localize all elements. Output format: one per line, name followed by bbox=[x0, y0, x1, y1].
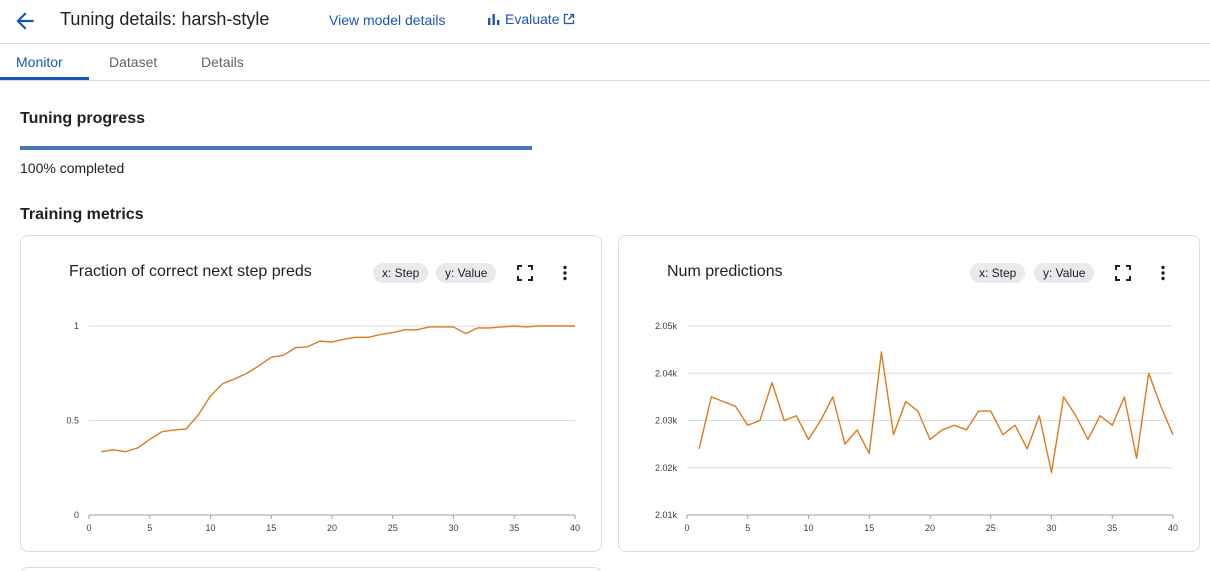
tab-details[interactable]: Details bbox=[201, 54, 244, 70]
x-tick-label: 20 bbox=[327, 523, 337, 533]
x-tick-label: 10 bbox=[205, 523, 215, 533]
x-tick-label: 30 bbox=[448, 523, 458, 533]
fullscreen-icon[interactable] bbox=[516, 264, 534, 282]
tab-bar: Monitor Dataset Details bbox=[0, 44, 1210, 81]
x-tick-label: 20 bbox=[925, 523, 935, 533]
header: Tuning details: harsh-style View model d… bbox=[0, 0, 1210, 44]
open-in-new-icon bbox=[564, 13, 575, 25]
series-line bbox=[101, 325, 575, 453]
page-title: Tuning details: harsh-style bbox=[60, 9, 270, 29]
more-vert-icon[interactable] bbox=[1154, 264, 1172, 282]
y-axis-chip[interactable]: y: Value bbox=[1034, 263, 1095, 283]
x-tick-label: 30 bbox=[1046, 523, 1056, 533]
tuning-progress-title: Tuning progress bbox=[20, 110, 146, 127]
chart-correct-next-step-preds: 00.510 5 10 15 20 25 30 35 40 bbox=[66, 321, 580, 533]
x-tick-label: 0 bbox=[86, 523, 91, 533]
arrow-back-icon[interactable] bbox=[12, 8, 38, 34]
evaluate-label: Evaluate bbox=[505, 11, 560, 27]
view-model-details-link[interactable]: View model details bbox=[329, 12, 446, 28]
metric-card-num-predictions: Num predictions x: Step y: Value 2.01k 2.… bbox=[618, 235, 1200, 552]
evaluate-link[interactable]: Evaluate bbox=[487, 11, 575, 27]
more-vert-icon[interactable] bbox=[556, 264, 574, 282]
x-tick-label: 5 bbox=[147, 523, 152, 533]
metric-card-correct-preds: Fraction of correct next step preds x: S… bbox=[20, 235, 602, 552]
chart-title: Fraction of correct next step preds bbox=[69, 263, 312, 280]
y-tick-label: 2.03k bbox=[655, 416, 678, 426]
x-axis-chip[interactable]: x: Step bbox=[373, 263, 429, 283]
progress-status-text: 100% completed bbox=[20, 160, 125, 176]
y-tick-label: 2.01k bbox=[655, 510, 678, 520]
y-axis-chip[interactable]: y: Value bbox=[436, 263, 497, 283]
x-tick-label: 10 bbox=[803, 523, 813, 533]
x-axis-chip[interactable]: x: Step bbox=[970, 263, 1026, 283]
fullscreen-icon[interactable] bbox=[1114, 264, 1132, 282]
x-tick-label: 0 bbox=[684, 523, 689, 533]
x-tick-label: 40 bbox=[1168, 523, 1178, 533]
y-tick-label: 2.05k bbox=[655, 321, 678, 331]
x-tick-label: 15 bbox=[266, 523, 276, 533]
y-tick-label: 2.04k bbox=[655, 368, 678, 378]
x-tick-label: 35 bbox=[1107, 523, 1117, 533]
x-tick-label: 35 bbox=[509, 523, 519, 533]
x-tick-label: 25 bbox=[388, 523, 398, 533]
y-tick-label: 1 bbox=[74, 321, 79, 331]
x-tick-label: 5 bbox=[745, 523, 750, 533]
y-tick-label: 2.02k bbox=[655, 463, 678, 473]
tuning-progress-fill bbox=[20, 146, 532, 150]
tuning-progress-bar bbox=[20, 146, 532, 150]
tab-dataset[interactable]: Dataset bbox=[109, 54, 158, 70]
x-tick-label: 40 bbox=[570, 523, 580, 533]
chart-title: Num predictions bbox=[667, 263, 783, 280]
bar-chart-icon bbox=[488, 14, 500, 25]
active-tab-indicator bbox=[0, 77, 89, 80]
y-tick-label: 0 bbox=[74, 510, 79, 520]
training-metrics-title: Training metrics bbox=[20, 206, 144, 223]
tab-monitor[interactable]: Monitor bbox=[16, 54, 63, 70]
x-tick-label: 15 bbox=[864, 523, 874, 533]
chart-num-predictions: 2.01k 2.02k 2.03k 2.04k 2.05k 0 5 10 15 20 25 30 35 4… bbox=[655, 321, 1178, 533]
x-tick-label: 25 bbox=[986, 523, 996, 533]
y-tick-label: 0.5 bbox=[66, 416, 79, 426]
metric-card-partial bbox=[20, 567, 602, 571]
series-line bbox=[698, 351, 1174, 474]
